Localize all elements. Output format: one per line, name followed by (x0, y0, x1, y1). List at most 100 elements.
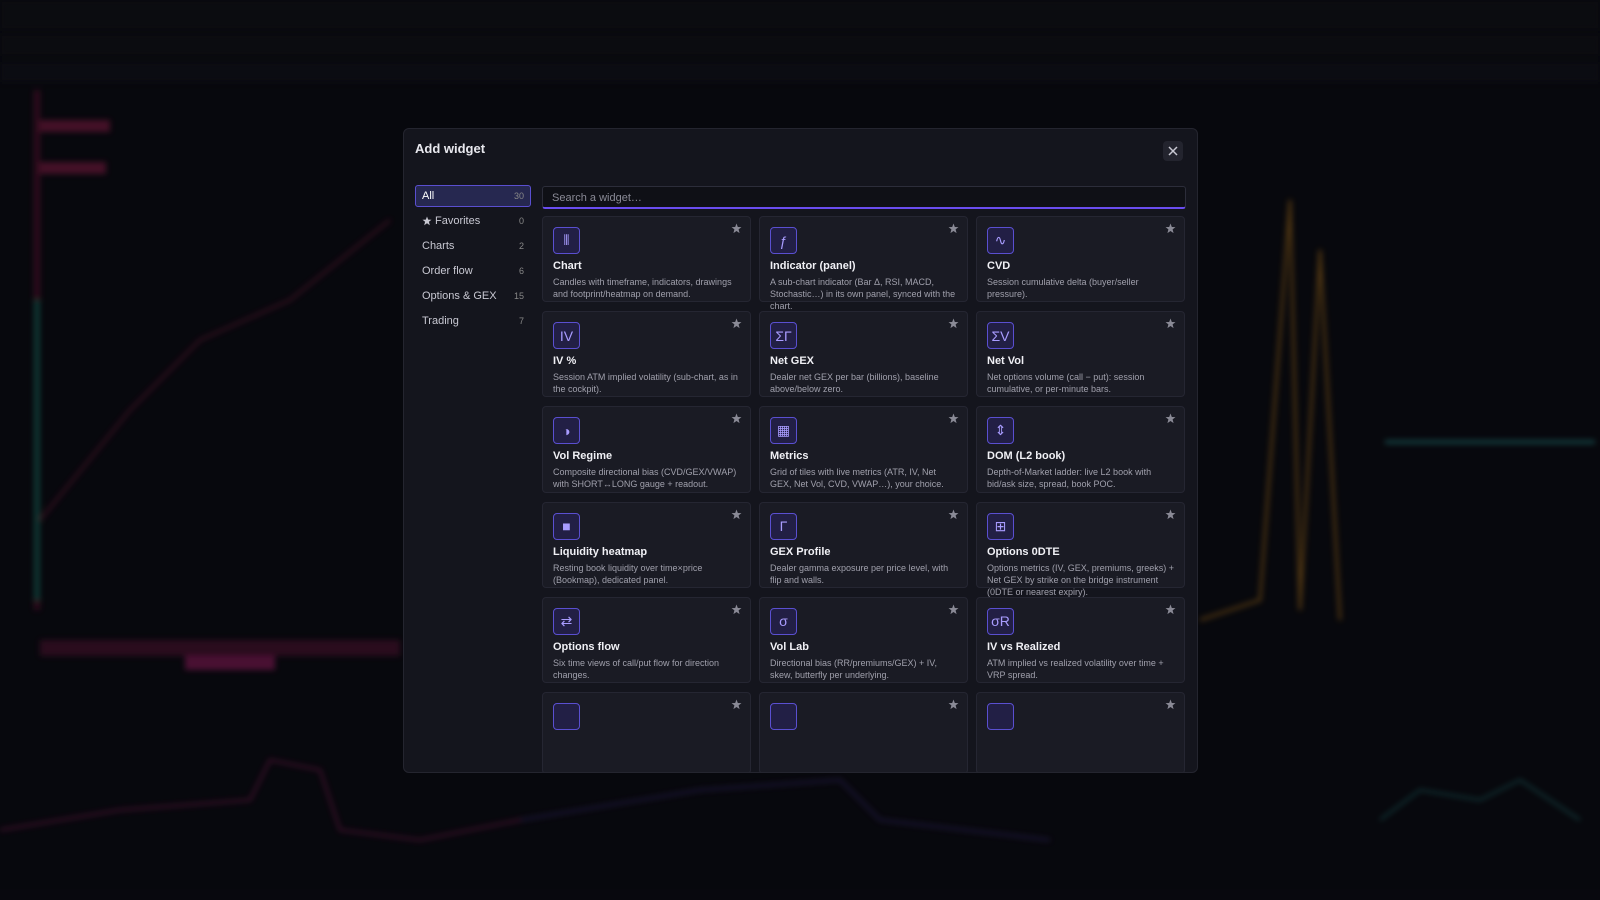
category-count: 2 (518, 241, 524, 251)
category-item[interactable]: Order flow 6 (415, 260, 531, 282)
widget-card[interactable] (542, 692, 751, 772)
favorite-toggle[interactable] (1165, 699, 1176, 710)
widget-card[interactable]: ■ Liquidity heatmap Resting book liquidity… (542, 501, 751, 588)
favorite-toggle[interactable] (948, 223, 959, 234)
category-count: 7 (518, 316, 524, 326)
dialog-title: Add widget (415, 141, 486, 156)
widget-title: Vol Regime (553, 450, 613, 463)
widget-title: Options 0DTE (987, 545, 1060, 558)
category-label: Options & GEX (422, 290, 497, 302)
widget-card[interactable]: ∿ CVD Session cumulative delta (buyer/sell… (976, 216, 1185, 303)
category-count: 15 (513, 291, 524, 301)
widget-card[interactable]: ⊞ Options 0DTE Options metrics (IV, GEX, p… (976, 501, 1185, 597)
widget-icon: ◑ (553, 417, 580, 445)
widget-card[interactable]: σR IV vs Realized ATM implied vs realized … (976, 596, 1185, 683)
widget-icon: σ (770, 607, 797, 635)
widget-icon: ⊞ (987, 512, 1014, 540)
category-label: Charts (422, 240, 455, 252)
widget-card[interactable]: Γ GEX Profile Dealer gamma exposure per pr… (759, 501, 968, 588)
category-item[interactable]: Options & GEX 15 (415, 285, 531, 307)
widget-icon: ⦀ (553, 227, 580, 254)
category-label: Favorites (435, 215, 481, 227)
category-label-wrap: Options & GEX (422, 290, 497, 302)
widget-title: IV % (553, 355, 577, 368)
widget-icon: ƒ (770, 227, 797, 254)
category-item[interactable]: Favorites 0 (415, 210, 531, 232)
category-label-wrap: All (422, 190, 434, 202)
widget-card[interactable]: ƒ Indicator (panel) A sub-chart indicator … (759, 216, 968, 311)
widget-icon: ∿ (987, 227, 1014, 254)
widget-description: Depth-of-Market ladder: live L2 book wit… (987, 467, 1152, 490)
favorite-toggle[interactable] (948, 699, 959, 710)
favorite-toggle[interactable] (731, 413, 742, 424)
favorite-toggle[interactable] (1165, 318, 1176, 329)
widget-icon (553, 703, 580, 730)
favorite-toggle[interactable] (948, 509, 959, 520)
category-label: Trading (422, 315, 459, 327)
widget-card[interactable]: IV IV % Session ATM implied volatility (su… (542, 311, 751, 398)
widget-icon: ΣV (987, 322, 1014, 350)
widget-title: Vol Lab (770, 640, 809, 653)
favorite-toggle[interactable] (948, 318, 959, 329)
favorite-toggle[interactable] (731, 223, 742, 234)
favorite-toggle[interactable] (1165, 604, 1176, 615)
widget-icon: ⇄ (553, 607, 580, 635)
widget-card[interactable]: ⦀ Chart Candles with timeframe, indicators… (542, 216, 751, 303)
category-item[interactable]: All 30 (415, 185, 531, 207)
widget-icon (987, 703, 1014, 730)
widget-icon: σR (987, 607, 1014, 635)
widget-icon: Γ (770, 512, 797, 540)
favorite-toggle[interactable] (1165, 223, 1176, 234)
favorites-star (422, 216, 432, 226)
category-count: 6 (518, 266, 524, 276)
category-label-wrap: Order flow (422, 265, 473, 277)
category-label-wrap: Trading (422, 315, 459, 327)
close-button[interactable] (1163, 141, 1183, 161)
widget-card[interactable]: σ Vol Lab Directional bias (RR/premiums/GE… (759, 596, 968, 683)
widget-description: Session ATM implied volatility (sub-char… (553, 372, 738, 395)
widget-title: Options flow (553, 640, 620, 653)
favorite-toggle[interactable] (731, 699, 742, 710)
widget-title: Metrics (770, 450, 809, 463)
widget-card[interactable] (976, 692, 1185, 772)
widget-title: Liquidity heatmap (553, 545, 648, 558)
favorite-toggle[interactable] (731, 604, 742, 615)
widget-title: Chart (553, 260, 582, 272)
category-count: 30 (513, 191, 524, 201)
widget-icon: IV (553, 322, 580, 350)
widget-card[interactable]: ▦ Metrics Grid of tiles with live metrics … (759, 406, 968, 493)
category-label: Order flow (422, 265, 473, 277)
widget-description: Dealer net GEX per bar (billions), basel… (770, 372, 939, 395)
widget-card[interactable]: ⇄ Options flow Six time views of call/put … (542, 596, 751, 683)
favorite-toggle[interactable] (1165, 413, 1176, 424)
widget-description: Composite directional bias (CVD/GEX/VWAP… (553, 467, 737, 490)
category-label: All (422, 190, 435, 202)
widget-description: Resting book liquidity over time×price (… (553, 562, 703, 585)
favorite-toggle[interactable] (948, 413, 959, 424)
widget-description: Grid of tiles with live metrics (ATR, IV… (770, 467, 944, 490)
widget-title: CVD (987, 260, 1011, 272)
widget-card[interactable]: ◑ Vol Regime Composite directional bias (C… (542, 406, 751, 493)
widget-card[interactable] (759, 692, 968, 772)
widget-title: Net GEX (770, 355, 815, 368)
category-label-wrap: Charts (422, 240, 454, 252)
widget-icon (770, 703, 797, 730)
widget-title: Indicator (panel) (770, 260, 856, 272)
favorite-toggle[interactable] (731, 318, 742, 329)
category-item[interactable]: Charts 2 (415, 235, 531, 257)
favorite-toggle[interactable] (1165, 509, 1176, 520)
widget-card[interactable]: ⇕ DOM (L2 book) Depth-of-Market ladder: li… (976, 406, 1185, 493)
widget-card[interactable]: ΣΓ Net GEX Dealer net GEX per bar (billion… (759, 311, 968, 398)
widget-description: Options metrics (IV, GEX, premiums, gree… (987, 562, 1174, 597)
widget-card[interactable]: ΣV Net Vol Net options volume (call − put)… (976, 311, 1185, 398)
widget-description: A sub-chart indicator (Bar Δ, RSI, MACD,… (770, 277, 956, 311)
favorite-toggle[interactable] (948, 604, 959, 615)
search-input[interactable]: Search a widget… (542, 186, 1186, 209)
widget-icon: ΣΓ (770, 322, 797, 350)
widget-title: GEX Profile (770, 545, 831, 558)
category-item[interactable]: Trading 7 (415, 310, 531, 332)
category-label-wrap: Favorites (422, 215, 480, 227)
favorite-toggle[interactable] (731, 509, 742, 520)
widget-icon: ▦ (770, 417, 797, 445)
